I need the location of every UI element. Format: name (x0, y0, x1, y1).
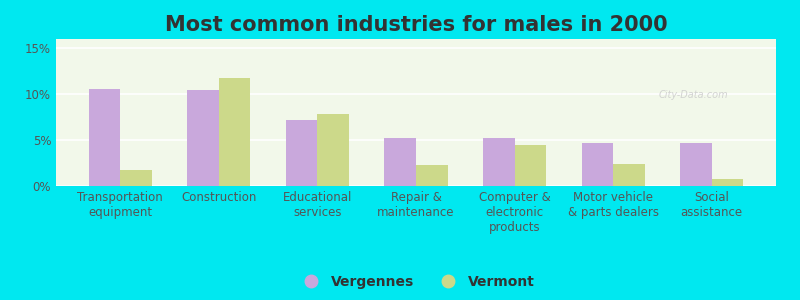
Bar (416, 165, 447, 186)
Bar (582, 143, 613, 186)
Text: City-Data.com: City-Data.com (658, 90, 728, 100)
Bar (187, 90, 219, 186)
Bar (483, 138, 514, 186)
Bar (514, 145, 546, 186)
Bar (385, 138, 416, 186)
Bar (680, 143, 712, 186)
Bar (712, 178, 743, 186)
Bar (120, 170, 152, 186)
Title: Most common industries for males in 2000: Most common industries for males in 2000 (165, 15, 667, 35)
Bar (318, 114, 349, 186)
Bar (219, 78, 250, 186)
Bar (89, 88, 120, 186)
Bar (613, 164, 645, 186)
Legend: Vergennes, Vermont: Vergennes, Vermont (292, 269, 540, 295)
Bar (286, 120, 318, 186)
